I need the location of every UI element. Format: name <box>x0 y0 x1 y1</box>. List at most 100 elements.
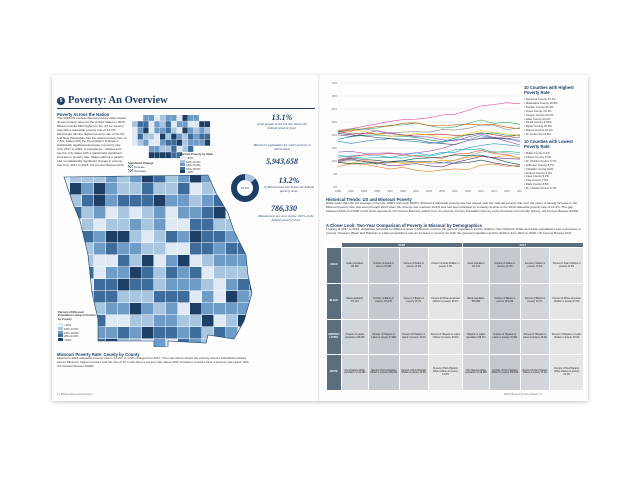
left-footer: 4 • Missourians to End Poverty <box>57 393 93 396</box>
y-tick-label: 0% <box>333 185 337 189</box>
county-cell <box>178 219 190 231</box>
county-cell <box>130 279 142 291</box>
series-line <box>337 149 521 160</box>
poverty-trend-chart: 40% 35% 30% 25% 20% 15% 10% 5% 0%1989 1991 1993 199… <box>332 81 522 193</box>
lowest-county-item: • Platte County 6.1% <box>524 151 550 155</box>
county-cell <box>250 255 252 267</box>
county-cell <box>142 339 154 347</box>
us-state-cell <box>193 133 199 140</box>
highest-county-item: • Wayne County 22.1% <box>524 128 553 133</box>
highest-county-item: • St. Louis City 22.0% <box>524 132 551 137</box>
county-cell <box>226 279 238 291</box>
county-cell <box>214 303 226 315</box>
county-cell <box>106 255 118 267</box>
us-state-cell <box>148 152 155 159</box>
county-cell <box>130 175 142 183</box>
x-tick-label: 2003 <box>426 189 432 193</box>
county-cell <box>106 327 118 339</box>
county-cell <box>142 195 154 207</box>
x-tick-label: 2015 <box>504 189 510 193</box>
county-cell <box>70 183 82 195</box>
county-cell <box>214 339 226 347</box>
county-cell <box>82 219 94 231</box>
county-cell <box>70 291 82 303</box>
us-state-cell <box>171 127 177 134</box>
county-cell <box>130 219 142 231</box>
county-cell <box>154 207 166 219</box>
us-state-cell <box>160 127 166 134</box>
table-cell: Percent of Hispanic or Latino children i… <box>549 318 584 356</box>
county-cell <box>238 195 250 207</box>
county-cell <box>190 207 202 219</box>
county-cell <box>214 291 226 303</box>
right-footer: 2020 Missouri Poverty Report • 5 <box>504 393 542 396</box>
us-state-cell <box>160 146 166 152</box>
county-cell <box>130 255 142 267</box>
us-state-cell <box>143 127 149 134</box>
county-cell <box>250 243 252 255</box>
county-cell <box>142 207 154 219</box>
table-cell: Number of Hispanic or Latino in poverty … <box>367 318 400 356</box>
across-heading: Poverty Across the Nation <box>57 112 110 117</box>
increase-label: Increase <box>134 165 145 169</box>
county-cell <box>64 267 70 279</box>
closer-text: Looking at 2017 to 2018, disparities per… <box>326 227 581 235</box>
us-state-cell <box>171 146 177 152</box>
lowest-county-item: • Andrew County 9.2% <box>524 170 552 175</box>
year-header: 2017 <box>461 241 585 249</box>
us-legend-label: >19% <box>186 170 194 175</box>
county-cell <box>154 279 166 291</box>
county-cell <box>202 255 214 267</box>
county-cell <box>82 231 94 243</box>
county-cell <box>214 267 226 279</box>
highest-title: 10 Counties with Highest Poverty Rate <box>524 85 574 95</box>
county-cell <box>202 207 214 219</box>
county-cell <box>142 183 154 195</box>
series-line <box>337 124 521 134</box>
county-cell <box>178 255 190 267</box>
us-state-cell <box>137 133 143 140</box>
us-state-cell <box>199 121 205 128</box>
table-cell: Number of Non-Hispanic Whites in poverty… <box>367 354 400 391</box>
county-cell <box>130 339 142 347</box>
us-state-cell <box>132 121 138 128</box>
table-cell: Percent of Non-Hispanic Whites in povert… <box>398 354 430 391</box>
county-cell <box>118 255 130 267</box>
county-cell <box>106 315 118 327</box>
county-cell <box>226 255 238 267</box>
table-row: BLACK Black population 671,291 Number of B… <box>326 282 584 320</box>
county-cell <box>94 183 106 195</box>
county-cell <box>214 207 226 219</box>
county-cell <box>214 219 226 231</box>
county-cell <box>130 315 142 327</box>
table-cell: Percent of Non-Hispanic White children i… <box>549 354 584 391</box>
us-state-cell <box>204 121 211 128</box>
county-cell <box>64 175 70 183</box>
donut-label: 13.2% <box>241 186 250 190</box>
county-cell <box>106 231 118 243</box>
us-state-cell <box>165 146 171 152</box>
county-cell <box>64 231 70 243</box>
table-cell: Percent of Non-Hispanic Whites in povert… <box>519 354 551 391</box>
series-line <box>337 148 521 159</box>
county-cell <box>94 267 106 279</box>
county-cell <box>250 207 252 219</box>
series-line <box>337 136 521 155</box>
table-cell: Number of Hispanic or Latino in poverty … <box>489 318 521 356</box>
series-line <box>337 156 521 168</box>
county-cell <box>106 175 118 183</box>
us-state-cell <box>148 139 155 146</box>
county-cell <box>226 175 238 183</box>
county-cell <box>154 219 166 231</box>
us-state-cell <box>176 139 183 146</box>
county-cell <box>154 195 166 207</box>
county-cell <box>166 231 178 243</box>
decrease-swatch <box>128 169 133 172</box>
county-cell <box>142 231 154 243</box>
us-state-cell <box>171 115 177 121</box>
table-cell: Number of Blacks in poverty 173,135 <box>367 282 400 320</box>
x-tick-label: 1997 <box>387 189 393 193</box>
stat-us-percent: 13.1% <box>271 113 293 122</box>
county-cell <box>82 175 94 183</box>
us-state-cell <box>132 127 138 134</box>
